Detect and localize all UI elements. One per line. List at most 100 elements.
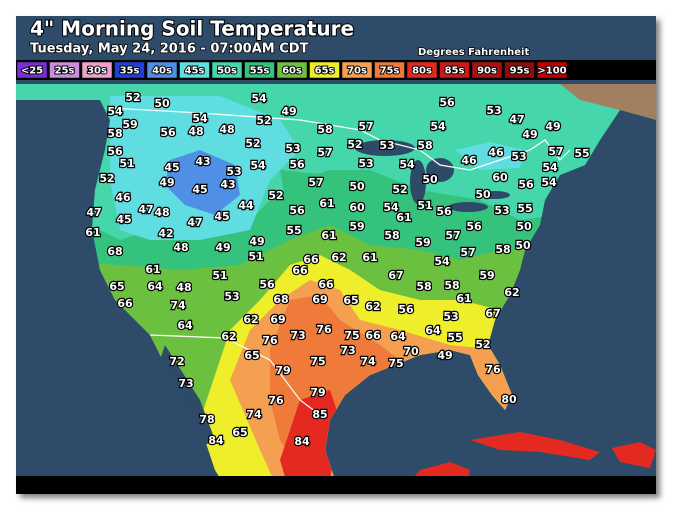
- station-value: 76: [268, 394, 284, 407]
- station-value: 62: [365, 300, 380, 313]
- station-value: 69: [270, 313, 285, 326]
- legend-label: 75s: [380, 66, 400, 77]
- station-value: 61: [396, 211, 411, 224]
- legend-label: 50s: [217, 66, 237, 77]
- station-value: 51: [417, 199, 432, 212]
- station-value: 45: [214, 210, 229, 223]
- subtitle: Tuesday, May 24, 2016 - 07:00AM CDT: [30, 42, 309, 57]
- station-value: 66: [303, 253, 319, 266]
- station-value: 59: [349, 220, 364, 233]
- station-value: 65: [343, 294, 358, 307]
- legend-label: 40s: [152, 66, 172, 77]
- station-value: 45: [164, 161, 179, 174]
- station-value: 55: [574, 147, 589, 160]
- station-value: 62: [331, 251, 346, 264]
- legend-swatch: [276, 61, 308, 79]
- station-value: 49: [437, 349, 452, 362]
- station-value: 49: [522, 128, 537, 141]
- station-value: 57: [460, 246, 475, 259]
- station-value: 69: [312, 293, 327, 306]
- station-value: 65: [109, 280, 124, 293]
- station-value: 79: [310, 386, 325, 399]
- station-value: 47: [86, 206, 101, 219]
- legend-swatch: [439, 61, 470, 79]
- station-value: 54: [541, 176, 557, 189]
- station-value: 56: [107, 145, 123, 158]
- station-value: 64: [177, 319, 193, 332]
- station-value: 42: [158, 227, 173, 240]
- legend-swatch: [471, 61, 503, 79]
- station-value: 49: [281, 105, 296, 118]
- station-value: 66: [318, 278, 334, 291]
- station-value: 58: [495, 243, 510, 256]
- station-value: 76: [262, 334, 278, 347]
- station-value: 48: [219, 123, 234, 136]
- station-value: 55: [286, 224, 301, 237]
- station-value: 58: [384, 229, 399, 242]
- station-value: 47: [138, 203, 153, 216]
- title: 4" Morning Soil Temperature: [30, 17, 354, 41]
- station-value: 64: [147, 280, 163, 293]
- station-value: 57: [358, 120, 373, 133]
- station-value: 52: [268, 189, 283, 202]
- station-value: 73: [290, 329, 305, 342]
- station-value: 57: [317, 146, 332, 159]
- station-value: 74: [360, 355, 376, 368]
- legend-label: 35s: [120, 66, 140, 77]
- legend-label: 60s: [282, 66, 302, 77]
- legend-swatch: [341, 61, 373, 79]
- canada-land: [560, 84, 656, 120]
- station-value: 56: [289, 204, 305, 217]
- legend-swatch: [49, 61, 80, 79]
- station-value: 62: [221, 330, 236, 343]
- station-value: 76: [485, 363, 501, 376]
- station-value: 55: [447, 331, 462, 344]
- station-value: 51: [119, 157, 134, 170]
- station-value: 53: [511, 150, 526, 163]
- station-value: 50: [515, 239, 531, 252]
- station-value: 85: [312, 408, 327, 421]
- station-value: 56: [160, 126, 176, 139]
- station-value: 76: [316, 323, 332, 336]
- station-value: 62: [504, 286, 519, 299]
- station-value: 52: [347, 138, 362, 151]
- station-value: 54: [251, 92, 267, 105]
- station-value: 49: [249, 235, 264, 248]
- station-value: 73: [340, 344, 355, 357]
- station-value: 51: [248, 250, 263, 263]
- legend: <25 25s 30s 35s 40s 45s 50s 55s 60s 65s 70s 75s 80s 8…: [16, 61, 568, 79]
- cuba: [470, 432, 600, 460]
- station-value: 46: [115, 191, 131, 204]
- station-value: 49: [545, 120, 560, 133]
- legend-label: 85s: [445, 66, 465, 77]
- legend-label: 80s: [412, 66, 432, 77]
- legend-swatch: [179, 61, 210, 79]
- station-value: 59: [479, 269, 494, 282]
- station-value: 52: [125, 91, 140, 104]
- legend-swatch: [374, 61, 405, 79]
- station-value: 52: [245, 137, 260, 150]
- station-value: 47: [187, 216, 202, 229]
- station-value: 54: [542, 161, 558, 174]
- legend-label: 55s: [250, 66, 270, 77]
- station-value: 50: [475, 188, 491, 201]
- station-value: 75: [388, 357, 403, 370]
- station-value: 48: [154, 206, 169, 219]
- mexico-border: [149, 334, 321, 416]
- station-value: 50: [516, 220, 532, 233]
- station-value: 43: [220, 178, 235, 191]
- station-value: 73: [178, 377, 193, 390]
- station-value: 54: [399, 158, 415, 171]
- station-value: 66: [117, 297, 133, 310]
- station-value: 75: [310, 355, 325, 368]
- legend-swatch: [211, 61, 243, 79]
- station-value: 59: [415, 236, 430, 249]
- station-value: 54: [107, 105, 123, 118]
- station-value: 53: [226, 165, 241, 178]
- station-value: 65: [232, 426, 247, 439]
- station-value: 75: [344, 329, 359, 342]
- station-value: 64: [425, 324, 441, 337]
- legend-label: 70s: [347, 66, 367, 77]
- station-value: 65: [244, 349, 259, 362]
